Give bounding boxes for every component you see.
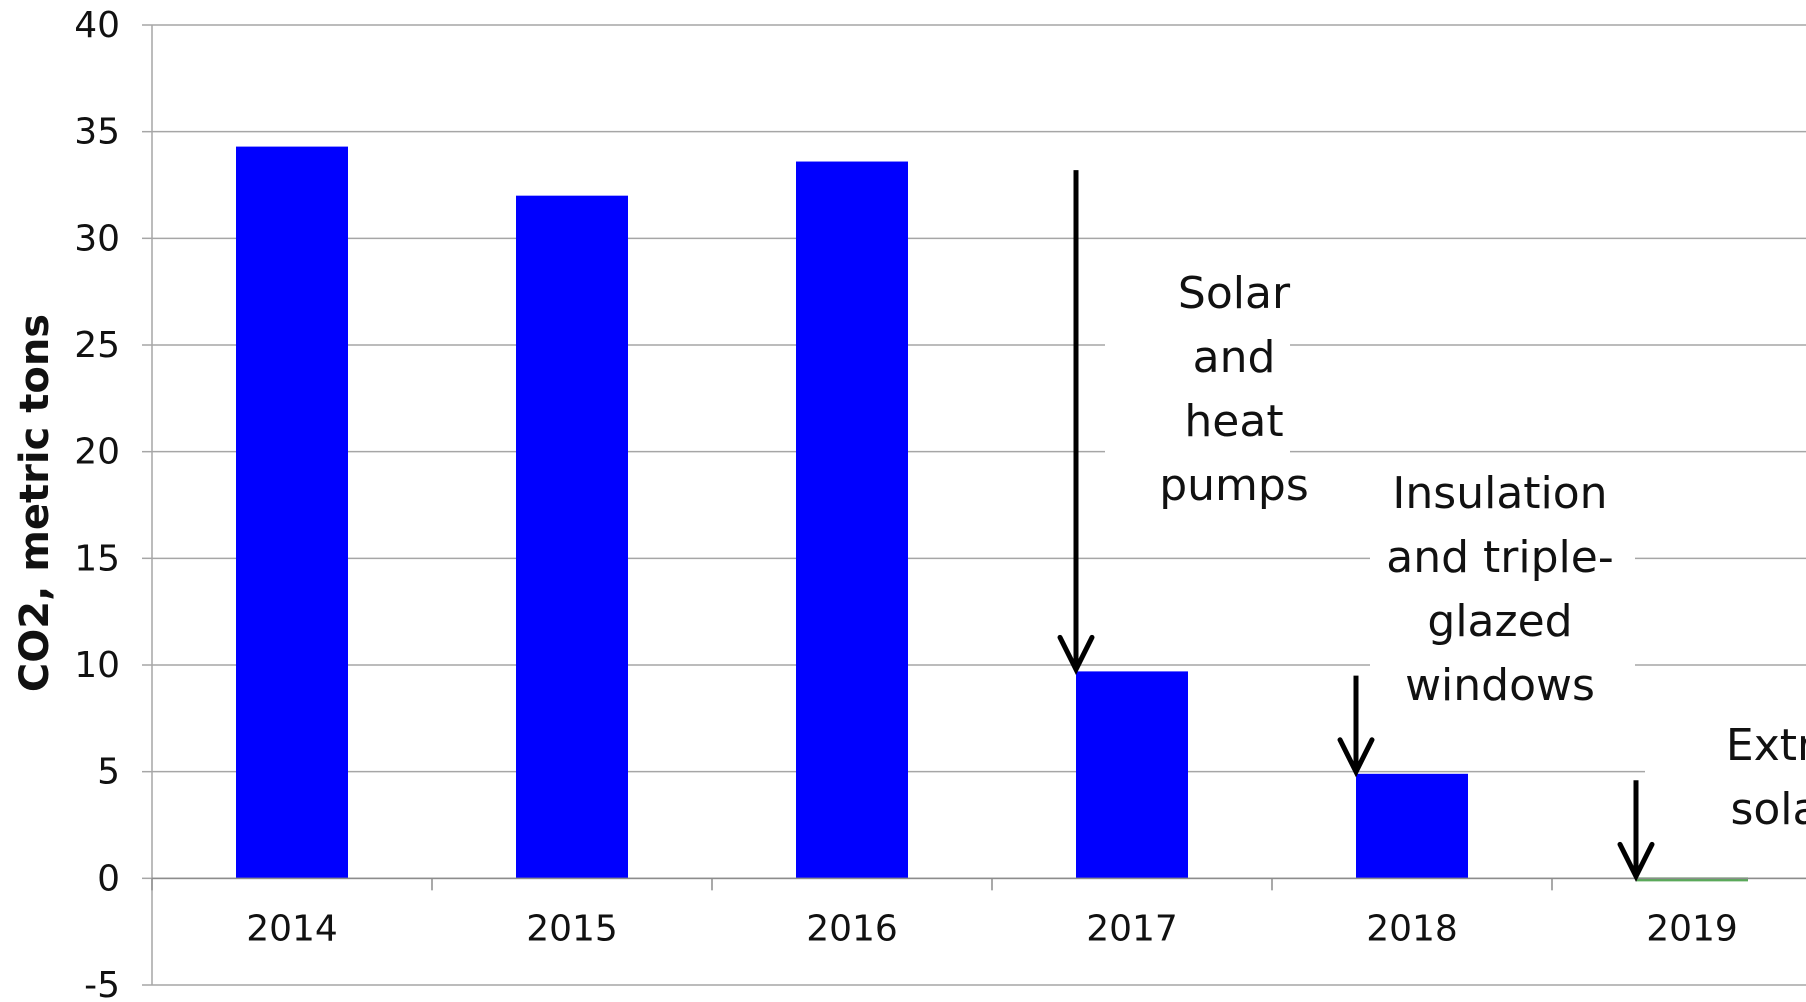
y-tick-label: 10 (74, 645, 120, 686)
annotation-text-line: Extra (1726, 720, 1806, 771)
annotation-arrow-head (1057, 634, 1095, 675)
annotation-background (1105, 268, 1290, 526)
annotation-text-line: solar (1730, 784, 1806, 835)
x-tick-label: 2018 (1366, 908, 1458, 949)
tick-labels: -5 0 5 10 15 20 25 30 35 40 2014 2015 2016 2017 2018 20… (74, 5, 1738, 1002)
annotation-text-line: and triple- (1386, 532, 1613, 583)
y-tick-label: 25 (74, 325, 120, 366)
bar-2014 (236, 146, 348, 879)
bar-2017 (1076, 671, 1188, 879)
y-tick-label: -5 (84, 965, 120, 1002)
y-tick-label: 20 (74, 432, 120, 473)
annotation-text-line: Insulation (1392, 468, 1607, 519)
annotation-background (1645, 705, 1806, 850)
annotation-2017: Solar and heat pumps (1057, 170, 1309, 675)
annotation-text-line: windows (1405, 660, 1595, 711)
annotation-text-line: heat (1184, 396, 1283, 447)
bar-2018 (1356, 773, 1468, 879)
bars (236, 146, 1748, 882)
x-tick-label: 2016 (806, 908, 898, 949)
x-tick-label: 2017 (1086, 908, 1178, 949)
annotations: Solar and heat pumps Insulation and triple-gl… (1057, 170, 1806, 882)
y-tick-label: 30 (74, 218, 120, 259)
y-tick-label: 0 (97, 858, 120, 899)
annotation-arrow-head (1337, 737, 1375, 778)
annotation-text-line: glazed (1427, 596, 1572, 647)
x-tick-label: 2019 (1646, 908, 1738, 949)
annotation-text-line: pumps (1159, 460, 1309, 511)
annotation-2019: Extra solar (1617, 705, 1806, 882)
y-tick-label: 40 (74, 5, 120, 46)
y-tick-label: 35 (74, 112, 120, 153)
annotation-arrow-head (1617, 841, 1655, 882)
y-axis-title: CO2, metric tons (12, 314, 58, 692)
axes (151, 25, 1806, 985)
annotation-2018: Insulation and triple-glazed windows (1337, 455, 1635, 778)
bar-2016 (796, 161, 908, 879)
annotation-text-line: and (1193, 332, 1276, 383)
annotation-background (1370, 455, 1635, 715)
bar-2015 (516, 195, 628, 879)
y-tick-label: 5 (97, 752, 120, 793)
y-tick-label: 15 (74, 538, 120, 579)
annotation-text-line: Solar (1178, 268, 1291, 319)
x-tick-label: 2015 (526, 908, 618, 949)
x-tick-label: 2014 (246, 908, 338, 949)
